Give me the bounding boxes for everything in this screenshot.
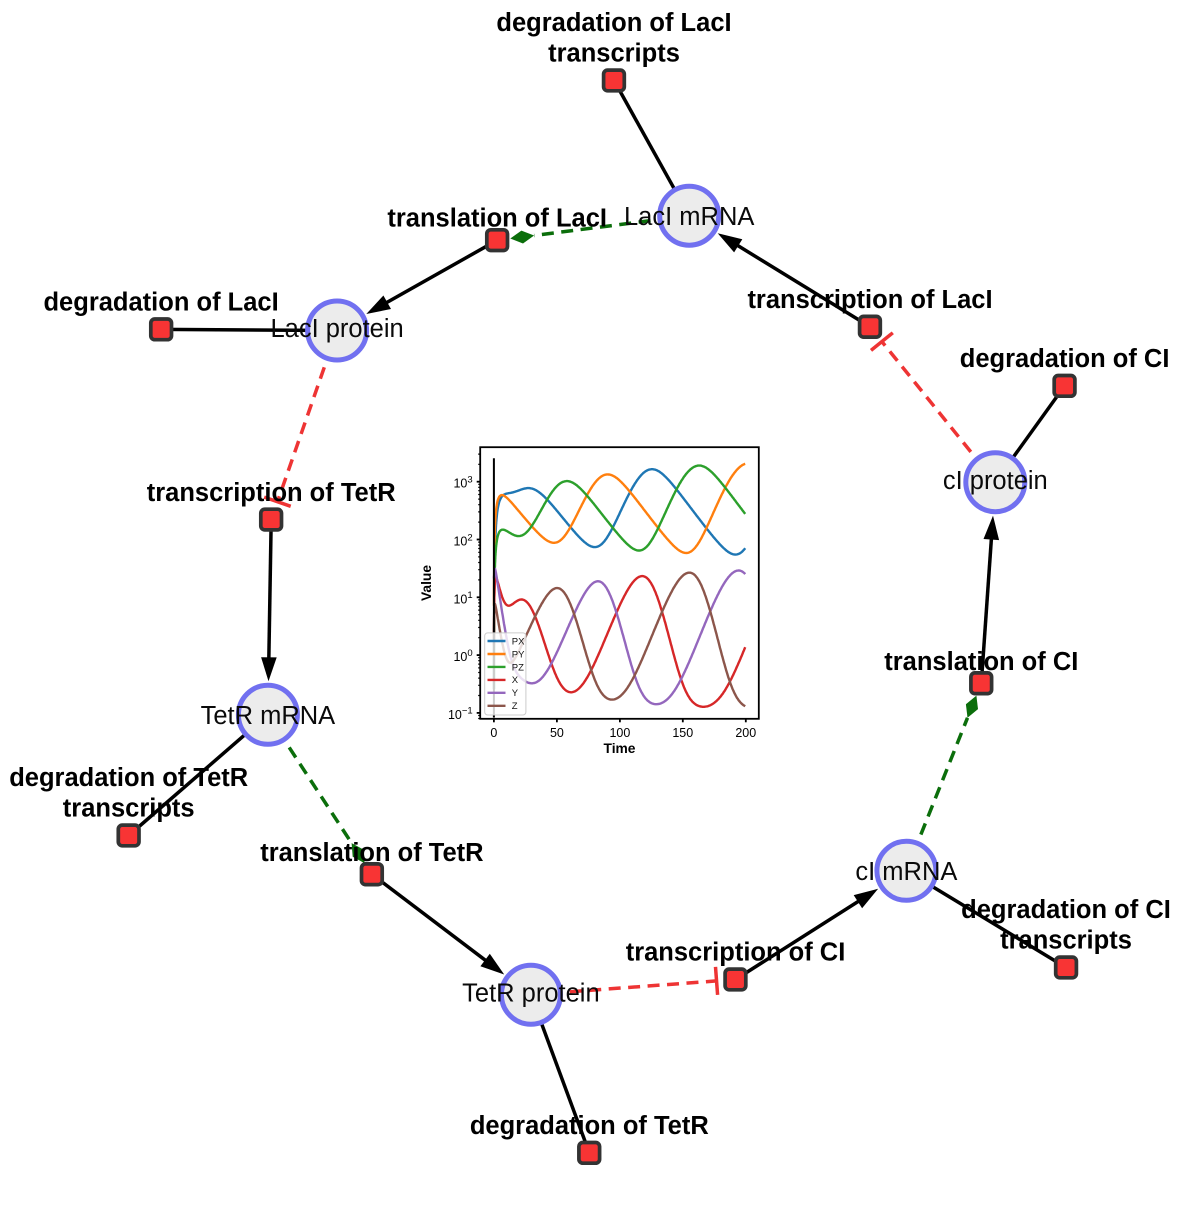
svg-text:Value: Value — [419, 565, 434, 601]
svg-text:degradation of LacI: degradation of LacI — [496, 9, 731, 37]
svg-text:LacI protein: LacI protein — [270, 315, 403, 343]
svg-text:PZ: PZ — [512, 662, 524, 673]
svg-text:transcription of CI: transcription of CI — [626, 939, 846, 967]
svg-text:50: 50 — [550, 726, 564, 740]
svg-text:translation of TetR: translation of TetR — [260, 839, 483, 867]
svg-text:Time: Time — [604, 741, 636, 756]
svg-text:translation of LacI: translation of LacI — [387, 205, 607, 233]
svg-text:degradation of TetR: degradation of TetR — [470, 1112, 709, 1140]
svg-text:degradation of LacI: degradation of LacI — [43, 289, 278, 317]
svg-text:PX: PX — [512, 636, 525, 647]
svg-text:cI mRNA: cI mRNA — [855, 858, 957, 886]
svg-text:Z: Z — [512, 701, 518, 712]
svg-text:150: 150 — [672, 726, 693, 740]
svg-text:100: 100 — [609, 726, 630, 740]
svg-text:cI protein: cI protein — [943, 467, 1048, 495]
svg-text:Y: Y — [512, 688, 519, 699]
svg-text:X: X — [512, 675, 519, 686]
svg-text:degradation of CI: degradation of CI — [960, 345, 1170, 373]
svg-text:transcription of TetR: transcription of TetR — [147, 479, 396, 507]
svg-text:TetR protein: TetR protein — [462, 979, 600, 1007]
svg-text:PY: PY — [512, 649, 525, 660]
svg-text:translation of CI: translation of CI — [884, 648, 1078, 676]
svg-text:degradation of TetR: degradation of TetR — [9, 764, 248, 792]
svg-text:transcripts: transcripts — [548, 40, 680, 68]
svg-text:transcripts: transcripts — [1000, 927, 1132, 955]
svg-text:transcripts: transcripts — [63, 795, 195, 823]
svg-text:transcription of LacI: transcription of LacI — [747, 286, 992, 314]
svg-text:LacI mRNA: LacI mRNA — [624, 203, 754, 231]
svg-text:0: 0 — [490, 726, 497, 740]
svg-text:degradation of CI: degradation of CI — [961, 896, 1171, 924]
svg-text:200: 200 — [735, 726, 756, 740]
svg-text:TetR mRNA: TetR mRNA — [201, 702, 336, 730]
